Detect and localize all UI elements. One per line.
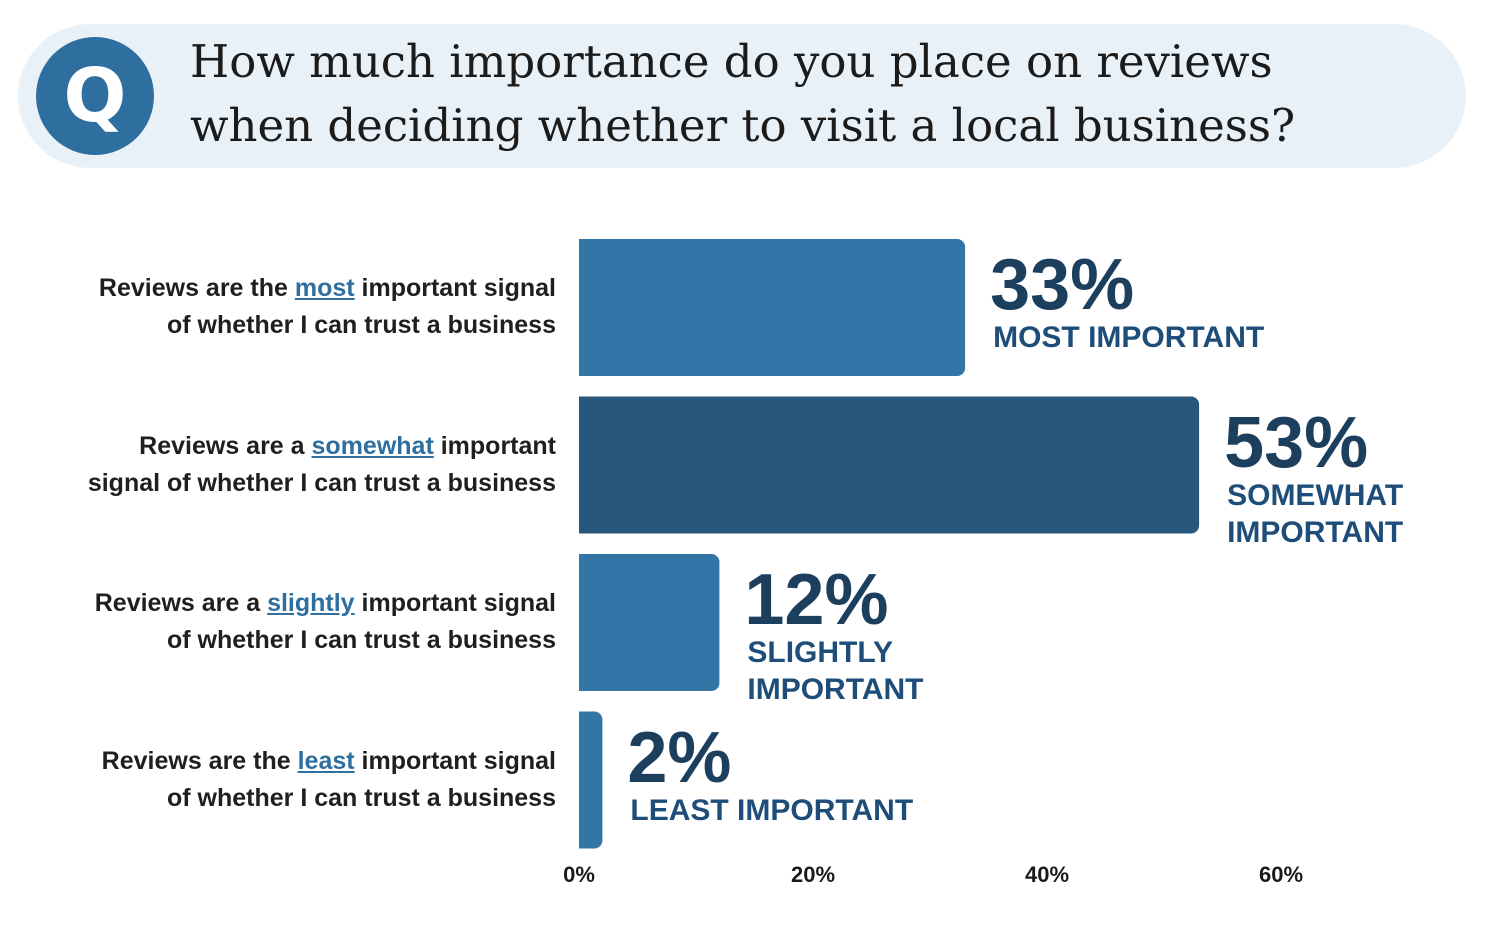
category-line: SOMEWHAT: [1227, 478, 1404, 512]
x-tick-label-1: 0%: [563, 862, 595, 887]
category-line: IMPORTANT: [1227, 515, 1404, 549]
row-label-line-2: signal of whether I can trust a business: [87, 468, 556, 497]
data-label-category-4: LEAST IMPORTANT: [630, 792, 950, 829]
data-label-category-2: SOMEWHAT IMPORTANT: [1227, 477, 1486, 551]
question-q-icon: Q: [36, 37, 154, 155]
question-line-1: How much importance do you place on revi…: [190, 35, 1273, 88]
row-label-line-2: of whether I can trust a business: [167, 311, 556, 339]
category-line: SLIGHTLY IMPORTANT: [747, 636, 924, 706]
data-label-category-1: MOST IMPORTANT: [993, 319, 1313, 356]
label-emphasis: least: [297, 746, 355, 775]
data-label-value-1: 33%: [990, 245, 1135, 325]
bar-2-left-edge: [579, 396, 589, 534]
bar-4-left-edge: [579, 711, 589, 849]
label-text: Reviews are a: [94, 589, 268, 617]
row-label-line-2: of whether I can trust a business: [167, 783, 556, 812]
data-label-value-4: 2%: [627, 717, 732, 798]
row-label-1: Reviews are the most important signal of …: [36, 270, 556, 344]
row-label-line-1: Reviews are the least important signal: [36, 743, 556, 780]
bar-3-left-edge: [579, 554, 589, 691]
category-line: MOST IMPORTANT: [993, 321, 1265, 354]
data-label-value-2: 53%: [1224, 402, 1369, 483]
row-label-4: Reviews are the least important signal of…: [36, 743, 556, 817]
label-text: important signal: [354, 589, 556, 617]
bar-1: [579, 239, 966, 376]
row-label-line-2: of whether I can trust a business: [167, 626, 556, 654]
data-label-value-3: 12%: [744, 560, 889, 640]
x-tick-label-4: 60%: [1258, 862, 1304, 887]
row-label-2: Reviews are a somewhat important signal o…: [36, 428, 556, 502]
label-text: Reviews are the: [98, 274, 295, 302]
label-text: important signal: [354, 746, 556, 775]
label-emphasis: somewhat: [311, 431, 434, 460]
row-label-line-1: Reviews are the most important signal: [36, 270, 556, 307]
row-label-3: Reviews are a slightly important signal o…: [36, 585, 556, 659]
data-label-category-3: SLIGHTLY IMPORTANT: [747, 634, 1067, 708]
bar-3: [579, 554, 720, 691]
question-title: How much importance do you place on revi…: [190, 30, 1390, 158]
row-label-line-1: Reviews are a slightly important signal: [36, 585, 556, 622]
label-text: important signal: [354, 274, 556, 302]
label-text: Reviews are the: [101, 746, 298, 775]
question-banner: [18, 24, 1466, 168]
x-tick-label-3: 40%: [1024, 862, 1070, 887]
label-text: Reviews are a: [139, 431, 312, 460]
category-line: LEAST IMPORTANT: [630, 793, 914, 827]
label-emphasis: slightly: [267, 589, 355, 617]
question-line-2: when deciding whether to visit a local b…: [190, 99, 1296, 152]
bar-2: [579, 396, 1200, 534]
row-label-line-1: Reviews are a somewhat important: [36, 428, 556, 465]
x-tick-label-2: 20%: [790, 862, 836, 887]
bar-1-left-edge: [579, 239, 589, 376]
label-emphasis: most: [294, 274, 355, 302]
label-text: important: [433, 431, 556, 460]
